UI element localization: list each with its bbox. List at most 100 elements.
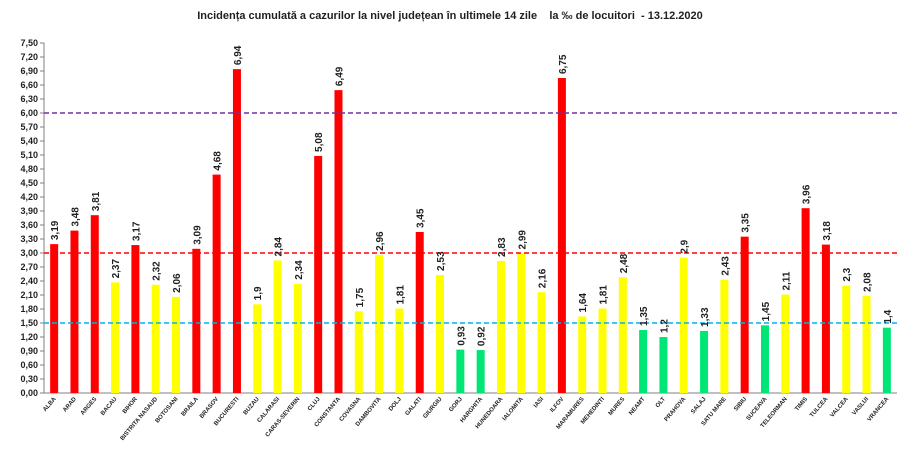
bar-covasna [354,311,363,393]
y-tick-label: 0,90 [20,346,38,356]
data-label: 6,75 [558,54,569,74]
data-label: 3,18 [822,221,833,241]
data-label: 1,33 [700,307,711,327]
bar-timis [801,208,810,393]
bar-buzau [253,304,262,393]
y-tick-label: 0,60 [20,360,38,370]
y-tick-label: 3,30 [20,234,38,244]
bar-vaslui [862,295,871,393]
data-label: 2,08 [863,272,874,292]
y-tick-label: 0,00 [20,388,38,398]
x-tick-label: GIURGIU [422,396,443,420]
y-tick-label: 7,50 [20,38,38,48]
x-tick-label: IALOMITA [502,396,525,422]
x-tick-label: VASLUI [852,396,871,417]
x-tick-label: NEAMT [628,396,647,416]
x-tick-label: BISTRITA NASAUD [120,396,160,442]
data-label: 2,53 [436,251,447,271]
data-label: 1,81 [599,285,610,305]
x-tick-label: OLT [655,396,667,409]
y-tick-label: 4,80 [20,164,38,174]
x-tick-label: TIMIS [794,396,809,412]
bar-bistrita-nasaud [151,284,160,393]
data-label: 1,81 [395,285,406,305]
bar-galati [415,232,424,393]
x-tick-label: ILFOV [549,396,565,413]
data-label: 1,35 [639,306,650,326]
bar-gorj [456,349,465,393]
x-tick-label: CLUJ [307,396,322,412]
bar-mures [618,277,627,393]
bar-olt [659,337,668,393]
data-label: 2,37 [111,258,122,278]
bar-hunedoara [496,260,505,393]
bar-caras-severin [293,283,302,393]
data-label: 2,32 [152,261,163,281]
y-tick-label: 2,70 [20,262,38,272]
y-tick-label: 1,50 [20,318,38,328]
y-tick-label: 6,00 [20,108,38,118]
bar-calarasi [273,260,282,393]
data-label: 0,92 [477,326,488,346]
data-label: 3,35 [741,213,752,233]
y-tick-label: 2,40 [20,276,38,286]
bar-cluj [314,155,323,393]
y-tick-label: 7,20 [20,52,38,62]
bar-prahova [679,257,688,393]
data-label: 2,34 [294,260,305,280]
bar-bucuresti [232,69,241,393]
bar-sibiu [740,236,749,393]
bar-maramures [578,316,587,393]
x-tick-label: ALBA [42,396,58,413]
data-label: 2,16 [538,268,549,288]
data-label: 4,68 [213,151,224,171]
data-label: 1,64 [578,293,589,313]
x-tick-label: MURES [608,396,627,416]
x-tick-label: ARGES [80,396,98,416]
x-tick-label: BIHOR [122,396,139,415]
y-tick-label: 0,30 [20,374,38,384]
bar-dolj [395,308,404,393]
x-tick-label: VRANCEA [867,396,891,423]
bar-constanta [334,90,343,393]
x-tick-label: BACAU [100,396,119,416]
data-label: 1,9 [253,286,264,300]
bar-arges [90,215,99,393]
x-tick-label: ARAD [62,396,78,414]
y-tick-label: 5,10 [20,150,38,160]
data-label: 2,99 [517,230,528,250]
data-label: 1,4 [883,309,894,323]
y-tick-label: 1,80 [20,304,38,314]
data-label: 2,3 [842,267,853,281]
bar-vrancea [882,327,891,393]
data-label: 6,49 [334,66,345,86]
bar-giurgiu [436,274,445,393]
chart-title: Incidența cumulată a cazurilor la nivel … [197,10,703,22]
bar-dambovita [375,254,384,393]
x-tick-label: GALATI [405,396,424,417]
x-tick-label: GORJ [448,396,464,413]
y-tick-label: 3,60 [20,220,38,230]
data-label: 2,48 [619,253,630,273]
data-label: 5,08 [314,132,325,152]
data-label: 3,48 [70,207,81,227]
bar-botosani [172,296,181,393]
bar-ialomita [517,253,526,393]
y-tick-label: 4,50 [20,178,38,188]
bar-salaj [700,330,709,393]
y-tick-label: 5,40 [20,136,38,146]
bar-bihor [131,245,140,393]
x-tick-label: BRAILA [181,396,201,418]
x-tick-label: BUZAU [243,396,261,416]
x-tick-label: BRASOV [199,396,220,420]
bar-arad [70,230,79,393]
data-label: 0,93 [456,326,467,346]
bar-teleorman [781,294,790,393]
y-tick-label: 5,70 [20,122,38,132]
bar-valcea [842,285,851,393]
data-label: 3,96 [802,184,813,204]
bar-bacau [111,282,120,393]
bar-brasov [212,174,221,393]
data-label: 1,2 [659,319,670,333]
